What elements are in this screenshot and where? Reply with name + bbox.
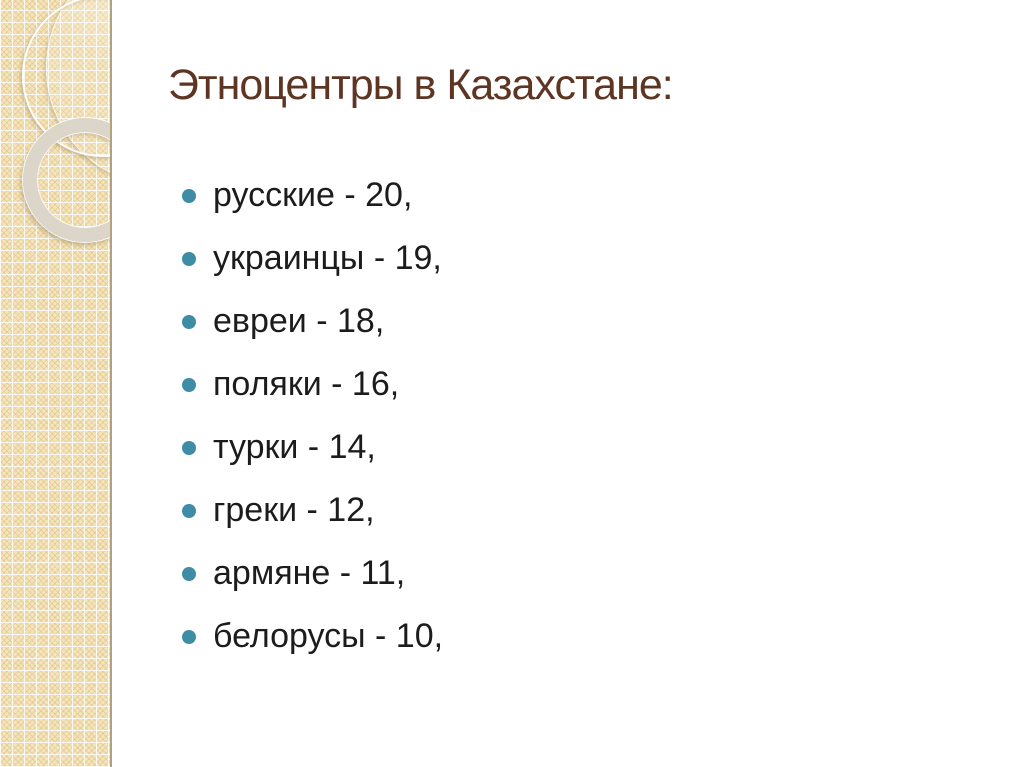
- list-item: армяне - 11,: [112, 542, 443, 605]
- bullet-icon: [182, 440, 196, 455]
- list-item-label: евреи - 18,: [213, 302, 385, 340]
- list-item: евреи - 18,: [112, 290, 443, 353]
- list-item: белорусы - 10,: [112, 605, 443, 668]
- slide-content: Этноцентры в Казахстане: русские - 20, у…: [112, 0, 1024, 767]
- list-item-label: греки - 12,: [213, 491, 375, 529]
- bullet-icon: [182, 629, 196, 644]
- ring-decoration: [23, 118, 110, 242]
- list-item-label: русские - 20,: [213, 176, 413, 214]
- bullet-icon: [182, 314, 196, 329]
- list-item: поляки - 16,: [112, 353, 443, 416]
- bullet-icon: [182, 377, 196, 392]
- list-item-label: армяне - 11,: [213, 554, 406, 592]
- list-item-label: украинцы - 19,: [213, 239, 442, 277]
- bullet-icon: [182, 251, 196, 266]
- list-item-label: поляки - 16,: [213, 365, 400, 403]
- slide-title: Этноцентры в Казахстане:: [168, 61, 674, 109]
- list-item: турки - 14,: [112, 416, 443, 479]
- bullet-icon: [182, 566, 196, 581]
- list-item-label: белорусы - 10,: [213, 617, 444, 655]
- bullet-icon: [182, 503, 196, 518]
- list-item: греки - 12,: [112, 479, 443, 542]
- list-item-label: турки - 14,: [213, 428, 376, 466]
- bullet-list: русские - 20, украинцы - 19, евреи - 18,…: [112, 164, 443, 668]
- decorative-sidebar: [0, 0, 112, 767]
- bullet-icon: [182, 188, 196, 203]
- list-item: украинцы - 19,: [112, 227, 443, 290]
- list-item: русские - 20,: [112, 164, 443, 227]
